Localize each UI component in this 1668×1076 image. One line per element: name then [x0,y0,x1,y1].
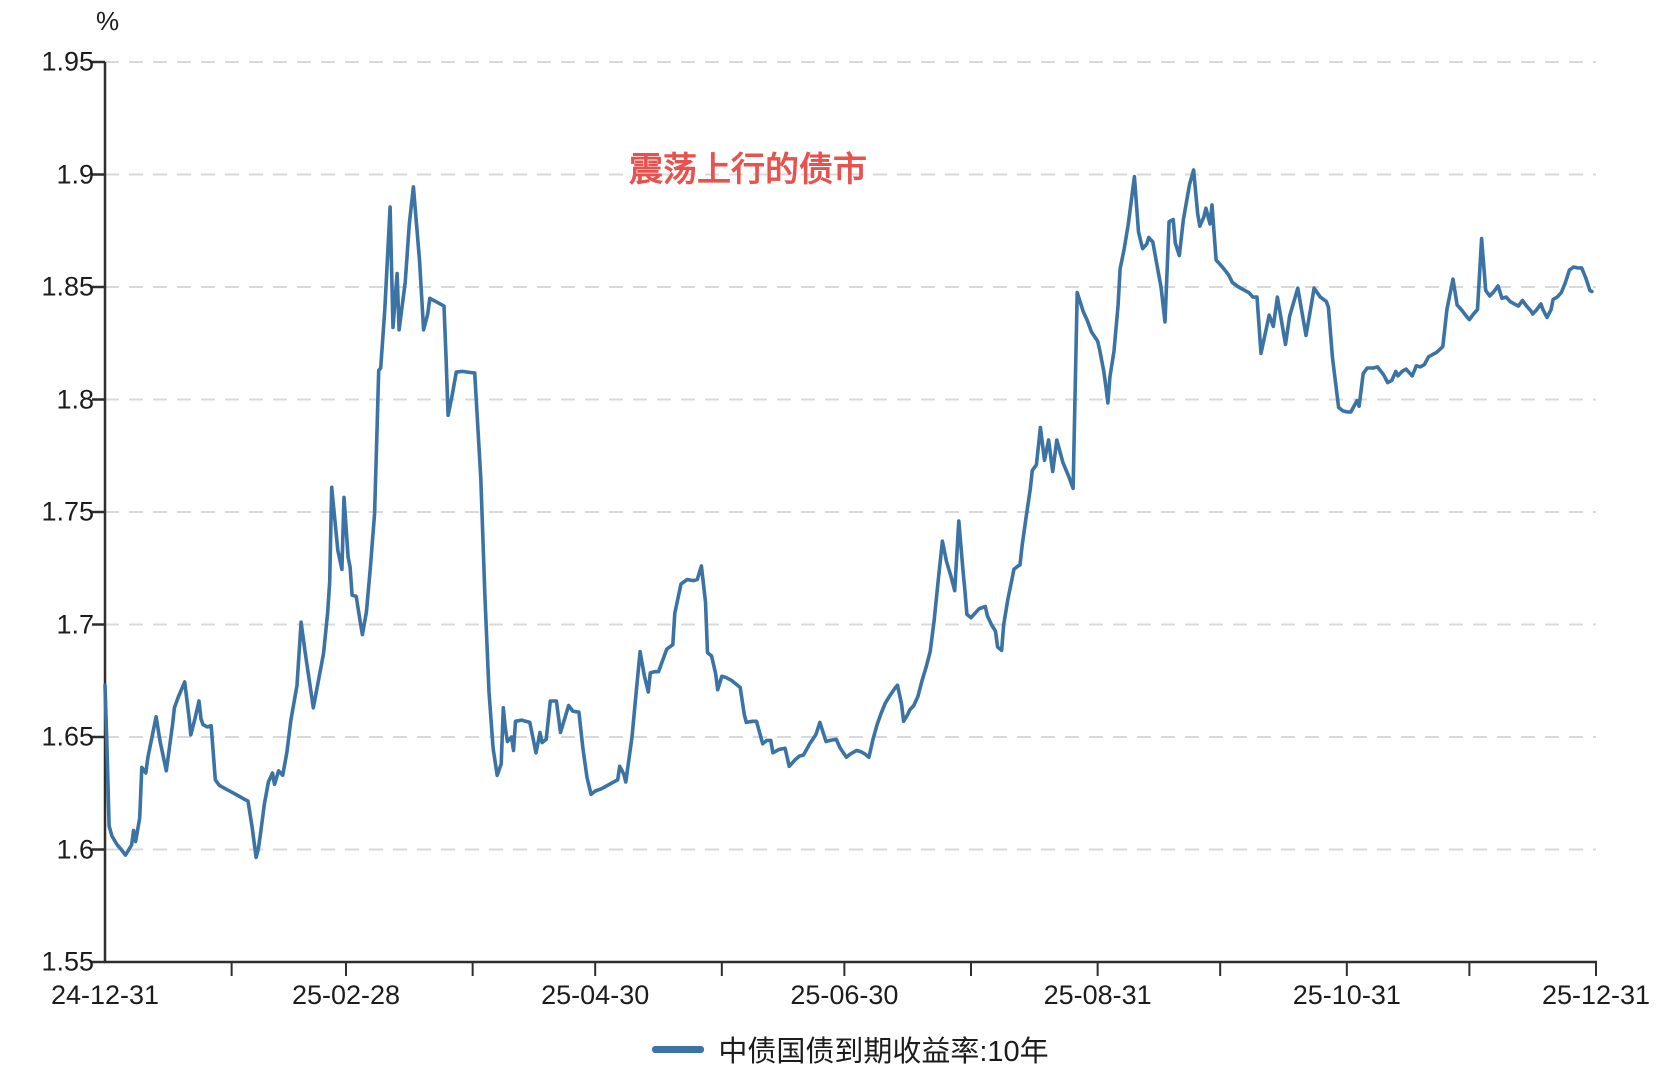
legend: 中债国债到期收益率:10年 [105,1028,1596,1070]
y-axis-tick-label: 1.7 [56,609,94,639]
y-axis-tick-label: 1.55 [41,946,94,977]
x-axis-tick-label: 25-04-30 [541,980,650,1010]
legend-series-label: 中债国债到期收益率:10年 [718,1036,1049,1068]
yield-series-line [103,168,1594,860]
x-axis-tick-label: 25-08-31 [1043,980,1152,1010]
y-axis-tick-label: 1.6 [56,834,94,864]
x-axis-tick-label: 25-10-31 [1292,980,1401,1010]
legend-line-swatch [652,1045,705,1053]
x-axis-tick-label: 24-12-31 [50,980,160,1010]
y-axis-tick-label: 1.65 [41,721,94,752]
x-axis-tick-label: 25-06-30 [790,980,899,1010]
y-axis-tick-label: 1.75 [41,496,94,527]
y-axis-tick-label: 1.9 [56,159,94,189]
y-axis-tick-label: 1.85 [41,271,94,302]
x-axis-tick-label: 25-02-28 [291,980,401,1010]
chart-title: 震荡上行的债市 [629,151,867,189]
y-axis-unit-label: % [96,6,120,36]
y-axis-tick-label: 1.95 [41,46,94,77]
x-axis-tick-label: 25-12-31 [1541,980,1651,1010]
y-axis-tick-label: 1.8 [56,384,94,414]
